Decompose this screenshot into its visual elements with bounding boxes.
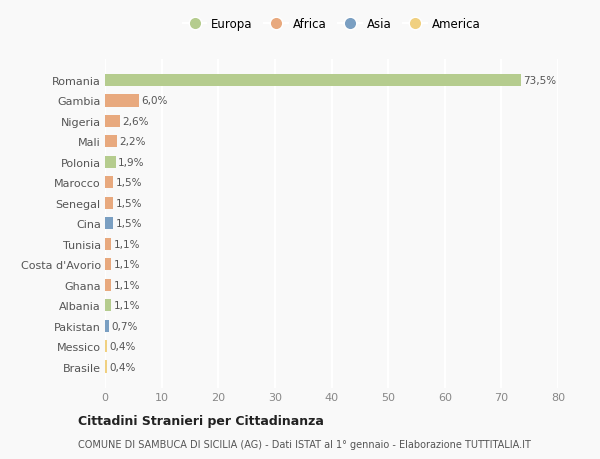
Bar [105,361,107,373]
Text: 1,9%: 1,9% [118,157,145,168]
Bar [105,340,107,353]
Bar [105,74,521,87]
Bar [105,95,139,107]
Text: 2,6%: 2,6% [122,117,148,127]
Text: 6,0%: 6,0% [141,96,167,106]
Text: 2,2%: 2,2% [120,137,146,147]
Bar [105,136,118,148]
Text: 1,1%: 1,1% [113,239,140,249]
Bar [105,116,120,128]
Text: 1,5%: 1,5% [116,178,142,188]
Bar [105,279,111,291]
Text: 0,4%: 0,4% [110,362,136,372]
Text: 1,1%: 1,1% [113,260,140,269]
Text: 1,5%: 1,5% [116,219,142,229]
Bar [105,320,109,332]
Text: 1,1%: 1,1% [113,280,140,290]
Bar [105,238,111,250]
Text: Cittadini Stranieri per Cittadinanza: Cittadini Stranieri per Cittadinanza [78,414,324,428]
Bar [105,299,111,312]
Text: 0,4%: 0,4% [110,341,136,351]
Text: 1,1%: 1,1% [113,301,140,310]
Bar [105,218,113,230]
Text: 73,5%: 73,5% [523,76,557,86]
Text: 1,5%: 1,5% [116,198,142,208]
Text: COMUNE DI SAMBUCA DI SICILIA (AG) - Dati ISTAT al 1° gennaio - Elaborazione TUTT: COMUNE DI SAMBUCA DI SICILIA (AG) - Dati… [78,440,531,449]
Bar [105,258,111,271]
Legend: Europa, Africa, Asia, America: Europa, Africa, Asia, America [178,13,485,35]
Bar [105,197,113,209]
Text: 0,7%: 0,7% [111,321,137,331]
Bar [105,177,113,189]
Bar [105,157,116,168]
